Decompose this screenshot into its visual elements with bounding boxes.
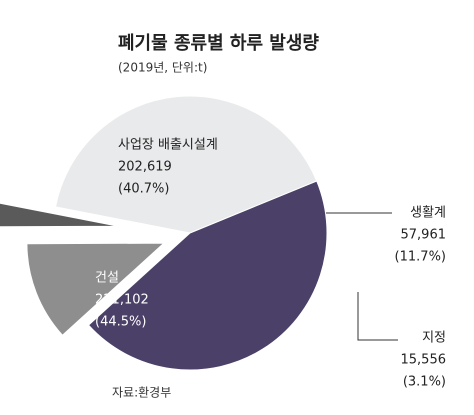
slice-label: 57,961 [401, 228, 447, 243]
slice-label: 15,556 [401, 353, 447, 368]
pie-slice [0, 202, 119, 228]
chart-title: 폐기물 종류별 하루 발생량 [118, 33, 319, 54]
slice-label: 지정 [422, 331, 446, 346]
slice-label: (3.1%) [403, 375, 446, 390]
chart-subtitle: (2019년, 단위:t) [118, 61, 207, 75]
slice-label: (40.7%) [118, 182, 169, 197]
slice-label: 생활계 [410, 206, 446, 221]
slice-label: (11.7%) [395, 250, 446, 265]
source: 자료:환경부 [112, 386, 171, 400]
slice-label: (44.5%) [95, 315, 146, 330]
slice-label: 202,619 [118, 160, 172, 175]
pie-slice [26, 242, 166, 336]
slice-label: 사업장 배출시설계 [118, 138, 218, 153]
leader-line [357, 292, 398, 341]
slice-label: 221,102 [95, 293, 149, 308]
pie-slice [87, 180, 328, 371]
pie-slice [54, 95, 318, 234]
slice-label: 건설 [95, 271, 119, 286]
